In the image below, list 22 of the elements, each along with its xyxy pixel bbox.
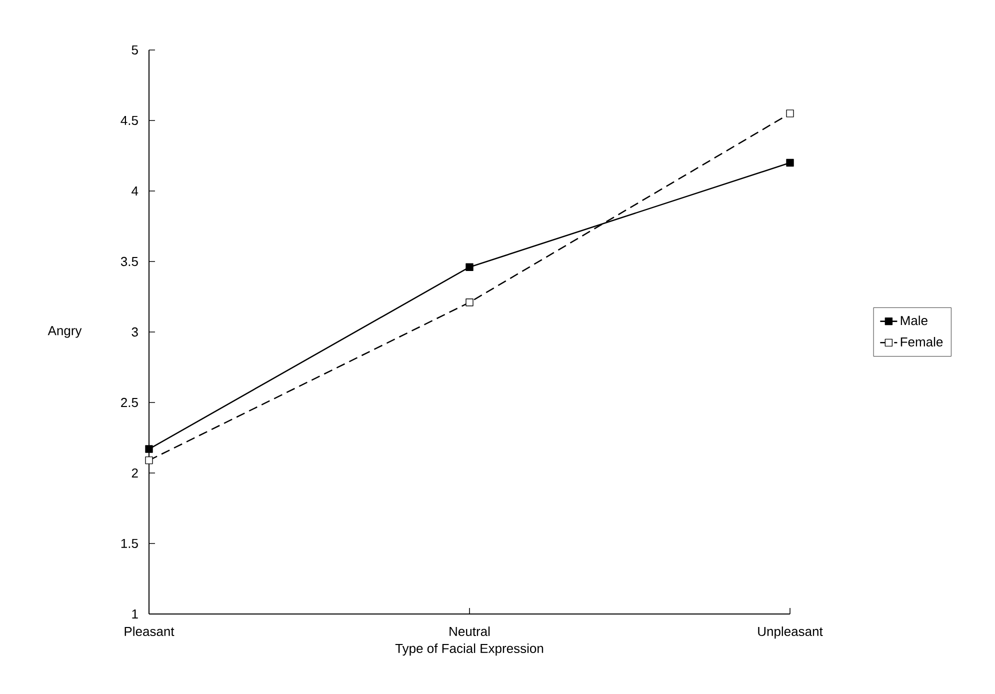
y-tick-label: 2 [132,468,138,478]
y-axis-title: Angry [48,326,82,338]
point [786,110,794,118]
y-tick-label: 3.5 [120,256,138,266]
point [466,298,474,306]
legend-label: Male [900,316,928,326]
y-tick-label: 3 [132,327,138,337]
x-tick-label: Neutral [450,626,490,636]
y-tick-label: 2.5 [121,398,138,408]
legend-label: Female [900,336,943,347]
y-tick-label: 1 [132,610,138,618]
point [786,158,794,167]
y-tick-label: 1.5 [121,538,138,548]
point [466,263,474,271]
y-tick-label: 5 [132,45,138,55]
x-tick-label: Unpleasant [758,626,823,639]
y-tick-label: 4.5 [120,116,138,126]
point [145,445,153,453]
x-axis-title: Type of Facial Expression [395,644,544,656]
y-tick-label: 4 [132,186,138,196]
x-tick-label: Pleasant [124,626,174,636]
point [145,456,153,464]
